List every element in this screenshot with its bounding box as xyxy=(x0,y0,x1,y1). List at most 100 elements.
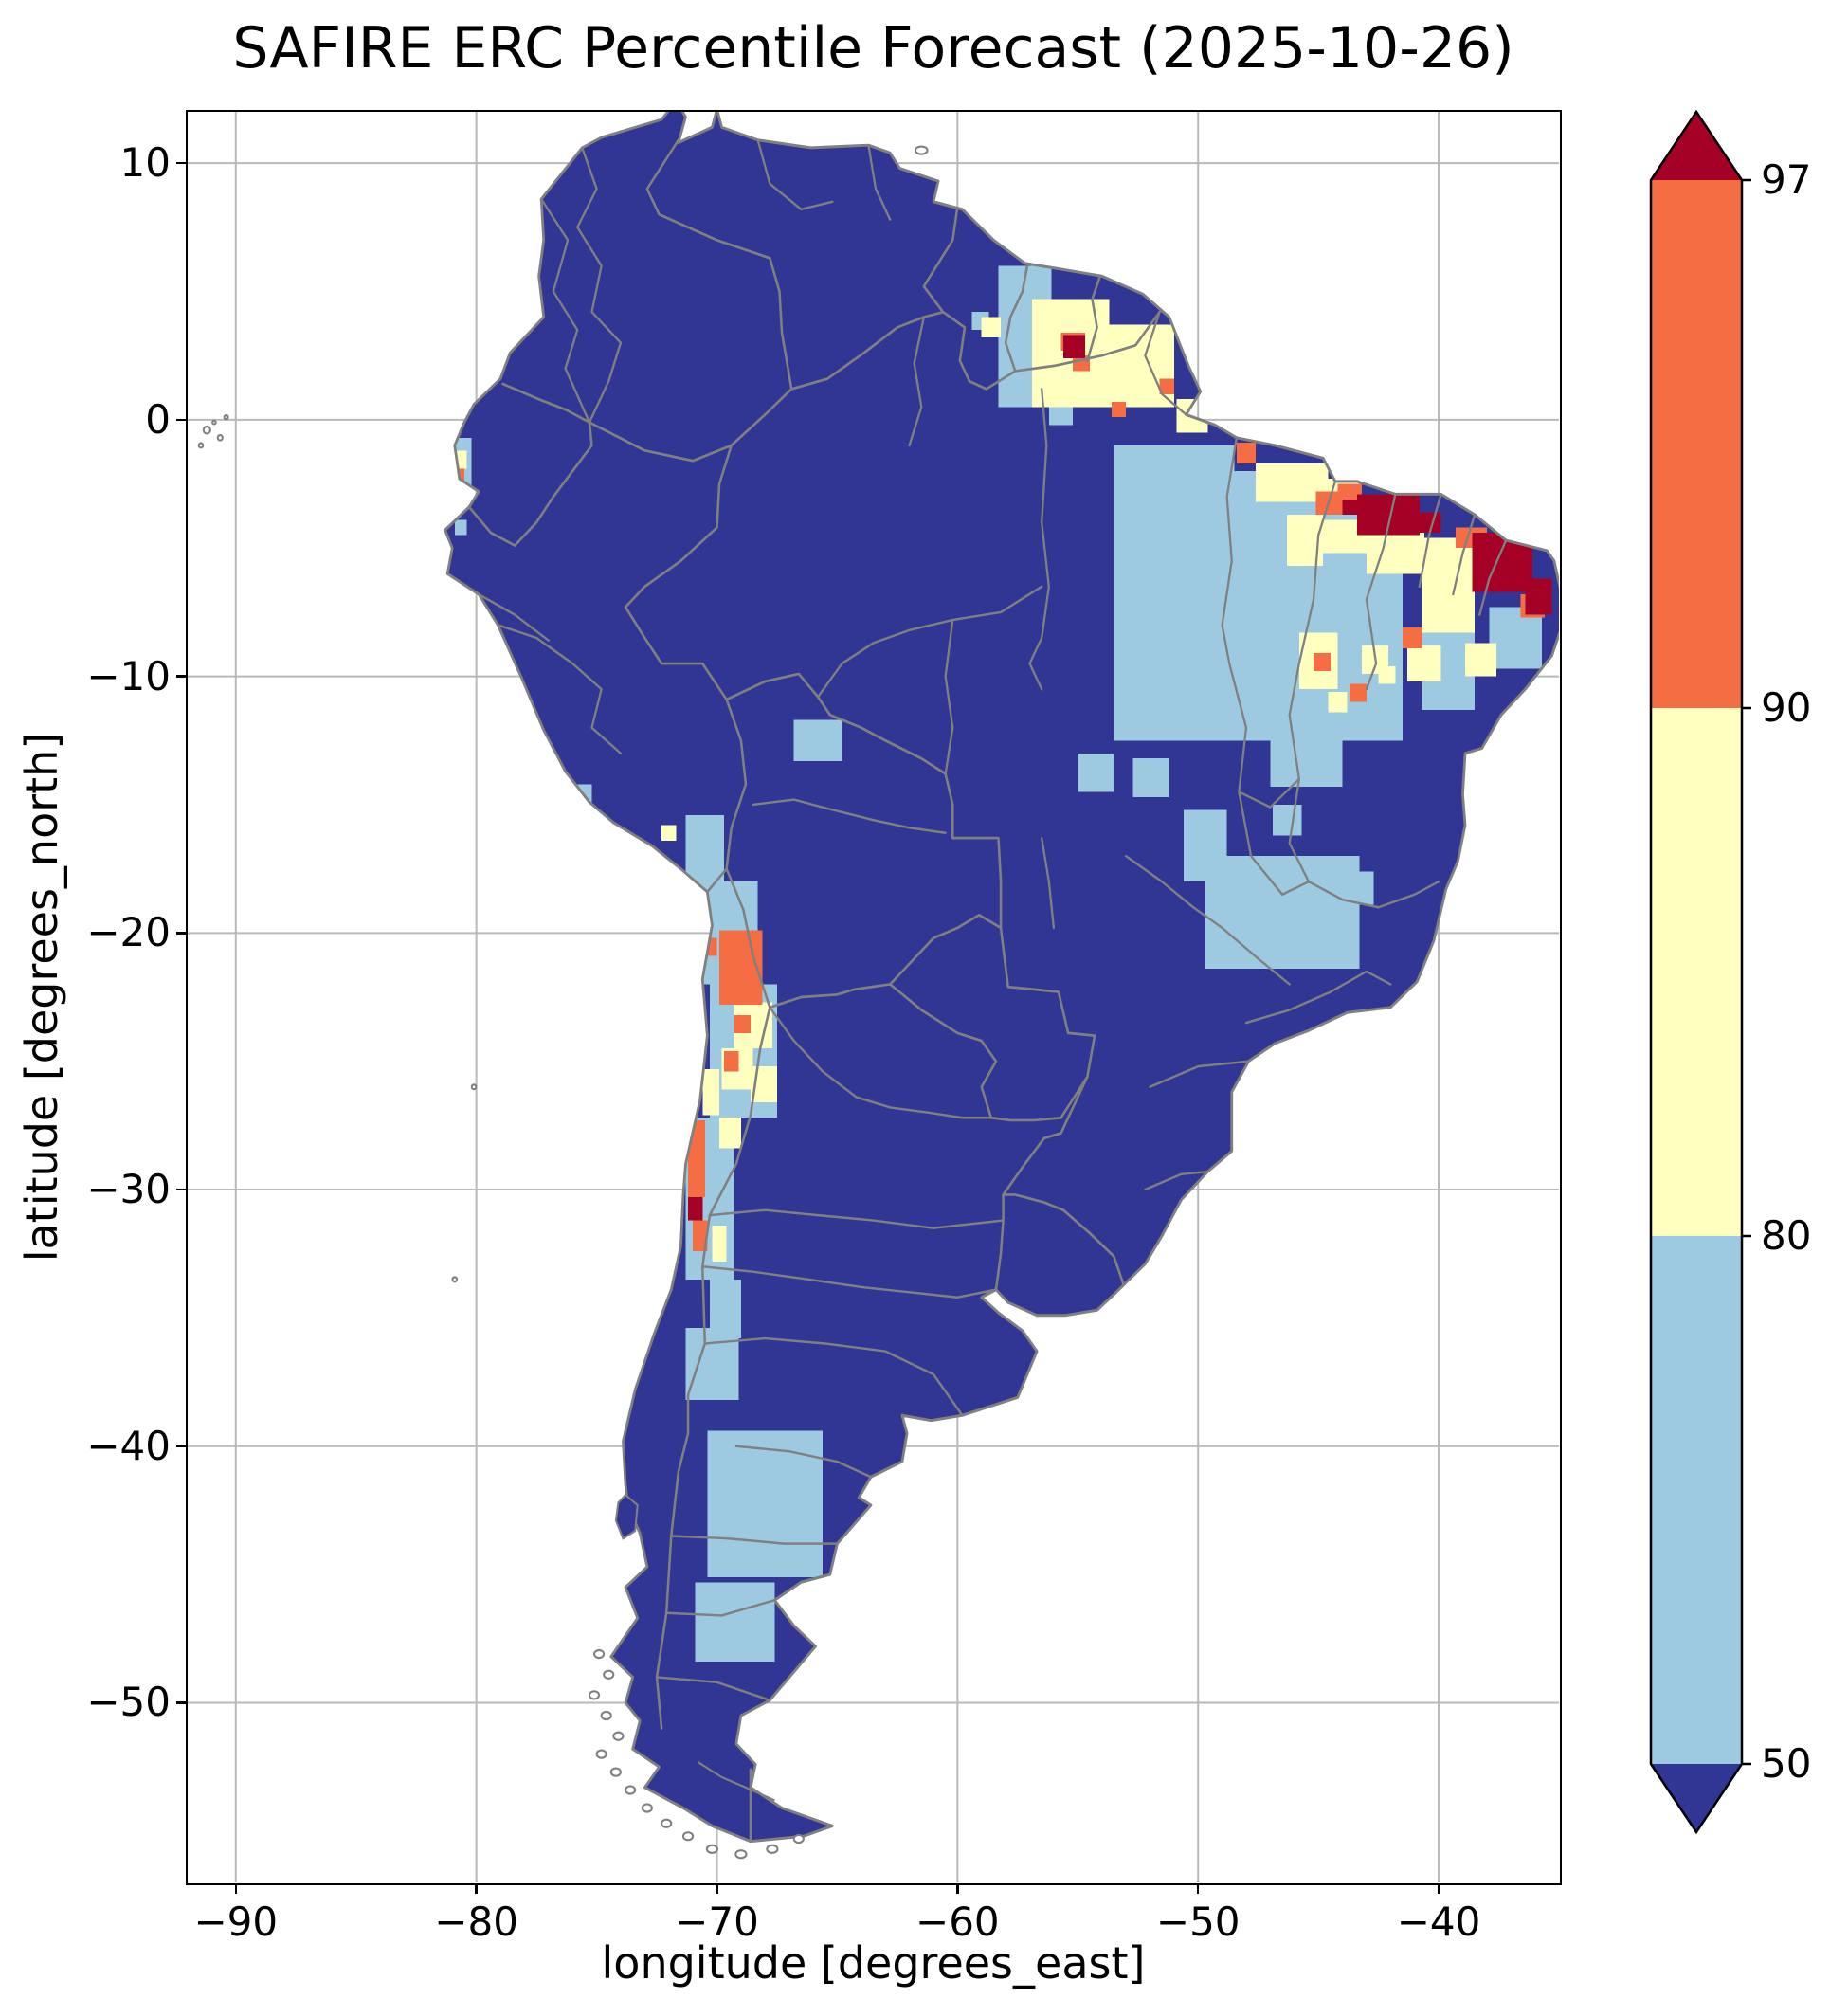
percentile-cell xyxy=(1226,471,1324,741)
colorbar-tick-label: 97 xyxy=(1761,156,1812,203)
percentile-cell xyxy=(688,1197,703,1221)
fjord-island xyxy=(766,1844,779,1854)
percentile-cell xyxy=(1159,378,1174,394)
fjord-island xyxy=(600,1710,612,1721)
colorbar-extend-above xyxy=(1651,112,1742,180)
percentile-cell xyxy=(712,1225,727,1262)
fjord-island xyxy=(595,1749,607,1759)
colorbar-tick-label: 50 xyxy=(1761,1740,1812,1787)
percentile-cell xyxy=(1078,753,1114,792)
y-tick-label: 0 xyxy=(145,395,171,443)
percentile-cell xyxy=(695,1582,775,1663)
percentile-cell xyxy=(1378,665,1396,684)
magellan-strait xyxy=(697,1760,775,1802)
y-tick-mark xyxy=(176,418,186,422)
trinidad-island xyxy=(914,145,929,155)
colorbar-extend-below xyxy=(1651,1764,1742,1832)
x-tick-mark xyxy=(1196,1884,1200,1894)
percentile-cell xyxy=(719,930,763,1006)
percentile-cell xyxy=(1472,532,1533,592)
pacific-islet xyxy=(470,1083,478,1091)
percentile-cell xyxy=(1256,463,1329,502)
y-tick-label: −50 xyxy=(86,1679,171,1726)
percentile-cell xyxy=(1314,653,1331,672)
fjord-island xyxy=(609,1767,622,1777)
y-tick-mark xyxy=(176,1188,186,1191)
colorbar-tick-label: 90 xyxy=(1761,684,1812,731)
chiloe-island xyxy=(614,1493,639,1540)
percentile-cell xyxy=(1183,809,1227,882)
colorbar xyxy=(1649,110,1751,1835)
percentile-cell xyxy=(1236,443,1257,463)
percentile-cell xyxy=(454,519,467,536)
galapagos-island xyxy=(223,413,229,421)
y-tick-mark xyxy=(176,932,186,935)
chart-title: SAFIRE ERC Percentile Forecast (2025-10-… xyxy=(232,15,1514,82)
fjord-island xyxy=(603,1669,615,1680)
fjord-island xyxy=(641,1803,653,1813)
x-tick-mark xyxy=(234,1884,238,1894)
y-tick-mark xyxy=(176,161,186,165)
percentile-cell xyxy=(1525,578,1552,615)
y-tick-mark xyxy=(176,1445,186,1448)
percentile-cell xyxy=(1337,483,1362,500)
percentile-cell xyxy=(1114,445,1235,549)
fjord-island xyxy=(612,1731,625,1741)
galapagos-island xyxy=(216,434,224,442)
y-tick-mark xyxy=(176,1701,186,1704)
galapagos-island xyxy=(211,419,217,426)
y-tick-label: −10 xyxy=(86,652,171,700)
percentile-cell xyxy=(1464,643,1496,677)
colorbar-segment xyxy=(1651,708,1742,1237)
percentile-cell xyxy=(693,1220,708,1252)
percentile-cell xyxy=(724,1050,739,1072)
percentile-cell xyxy=(1328,691,1348,713)
fjord-island xyxy=(588,1690,601,1700)
fjord-island xyxy=(705,1844,719,1854)
x-tick-mark xyxy=(716,1884,718,1894)
percentile-cell xyxy=(1419,512,1441,533)
islands xyxy=(197,145,929,1860)
y-tick-mark xyxy=(176,675,186,678)
percentile-cell xyxy=(1350,683,1367,702)
percentile-cell xyxy=(1422,537,1476,633)
x-tick-label: −60 xyxy=(915,1899,1000,1945)
percentile-cell xyxy=(734,1014,752,1033)
galapagos-island xyxy=(202,425,211,435)
x-tick-label: −80 xyxy=(434,1899,518,1945)
percentile-cell xyxy=(1342,499,1357,516)
y-tick-label: −20 xyxy=(86,909,171,956)
fjord-island xyxy=(593,1648,606,1660)
fjord-island xyxy=(625,1785,637,1795)
fjord-island xyxy=(681,1831,695,1842)
fjord-island xyxy=(734,1849,748,1860)
percentile-cell xyxy=(685,1328,739,1401)
percentile-cell xyxy=(685,814,725,882)
x-tick-label: −40 xyxy=(1396,1899,1481,1945)
fjord-island xyxy=(792,1833,805,1845)
galapagos-island xyxy=(197,442,205,449)
percentile-cell xyxy=(702,1068,720,1116)
x-tick-label: −70 xyxy=(675,1899,759,1945)
x-tick-mark xyxy=(475,1884,478,1894)
x-tick-mark xyxy=(1437,1884,1440,1894)
y-tick-label: −40 xyxy=(86,1422,171,1469)
percentile-cell xyxy=(707,1430,824,1577)
percentile-cell xyxy=(793,719,842,761)
colorbar-segment xyxy=(1651,180,1742,709)
y-tick-label: 10 xyxy=(119,139,171,187)
percentile-cell xyxy=(1114,548,1246,741)
percentile-cells xyxy=(449,265,1552,1663)
admin-boundaries xyxy=(467,138,1508,1842)
percentile-cell xyxy=(719,1118,741,1149)
percentile-cell xyxy=(1063,335,1085,358)
coastline xyxy=(444,112,1559,1844)
colorbar-segment xyxy=(1651,1236,1742,1765)
percentile-cell xyxy=(981,317,1002,338)
percentile-cell xyxy=(1205,856,1360,970)
percentile-cell xyxy=(661,825,677,841)
percentile-cell xyxy=(1407,645,1441,682)
percentile-cell xyxy=(1270,740,1343,788)
percentile-cell xyxy=(1132,758,1169,797)
